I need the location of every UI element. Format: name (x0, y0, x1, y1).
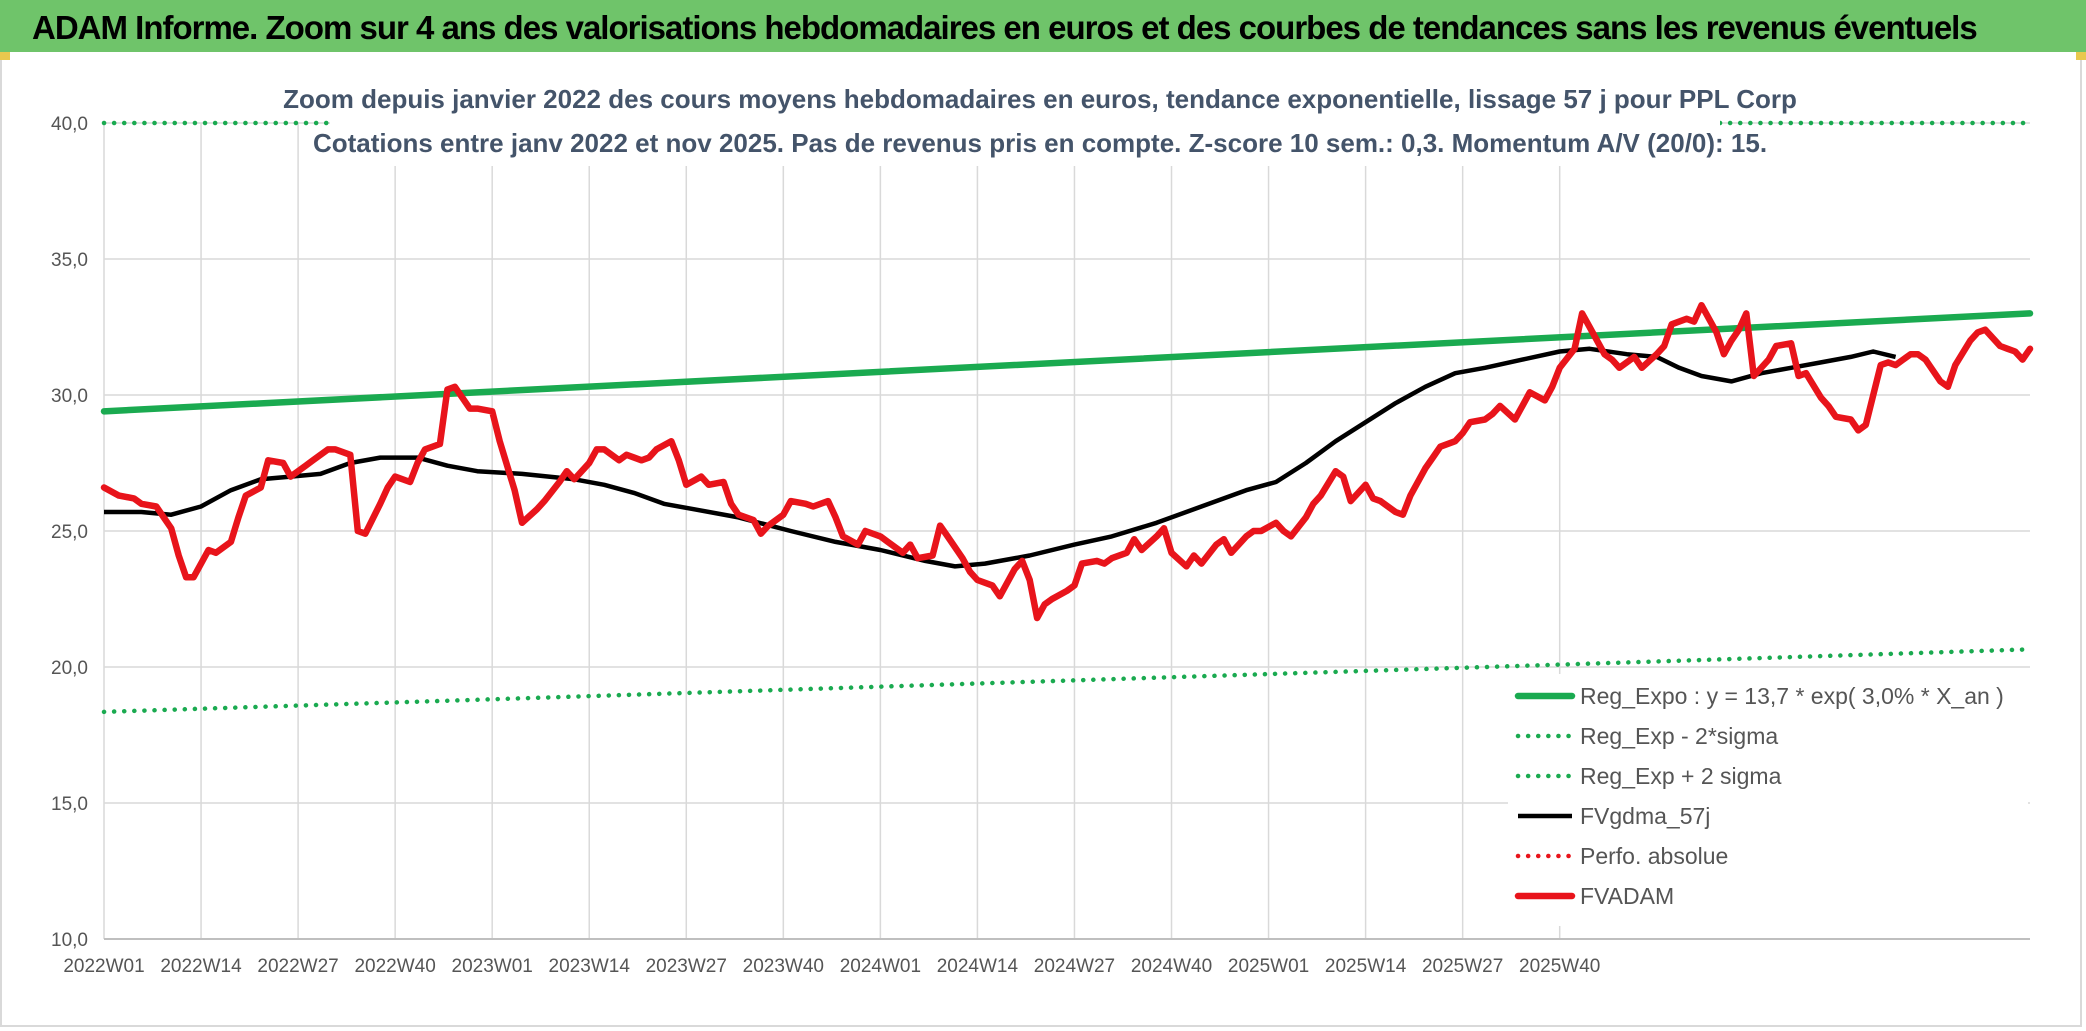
legend-entry: Reg_Exp - 2*sigma (1580, 723, 1778, 749)
y-tick-label: 20,0 (51, 658, 88, 679)
y-tick-label: 15,0 (51, 794, 88, 815)
x-tick-label: 2024W01 (840, 956, 921, 977)
subtitle-backdrop (330, 80, 1720, 166)
title-band (0, 0, 2086, 52)
x-tick-label: 2025W14 (1325, 956, 1407, 977)
series-line-3 (104, 346, 1897, 569)
y-tick-label: 35,0 (51, 250, 88, 271)
x-tick-label: 2023W27 (646, 956, 727, 977)
series-line-0 (100, 310, 2034, 415)
y-tick-label: 40,0 (51, 114, 88, 135)
series-line-1 (101, 647, 2033, 715)
x-tick-label: 2024W27 (1034, 956, 1115, 977)
legend-entry: FVADAM (1580, 883, 1674, 909)
series-lines (100, 120, 2034, 715)
legend-entry: Reg_Exp + 2 sigma (1580, 763, 1782, 789)
y-tick-label: 25,0 (51, 522, 88, 543)
series-line-5 (100, 301, 2034, 622)
x-tick-label: 2023W40 (743, 956, 824, 977)
y-tick-label: 10,0 (51, 930, 88, 951)
legend-entry: Reg_Expo : y = 13,7 * exp( 3,0% * X_an ) (1580, 683, 2004, 709)
legend-entry: FVgdma_57j (1580, 803, 1710, 829)
chart-title: Zoom depuis janvier 2022 des cours moyen… (283, 84, 1797, 114)
y-tick-label: 30,0 (51, 386, 88, 407)
x-tick-label: 2024W14 (937, 956, 1019, 977)
corner-marker-right (2076, 52, 2086, 60)
x-tick-label: 2022W14 (160, 956, 242, 977)
x-tick-label: 2022W01 (63, 956, 144, 977)
x-tick-label: 2022W27 (257, 956, 338, 977)
chart-subtitle: Cotations entre janv 2022 et nov 2025. P… (313, 128, 1767, 158)
x-tick-label: 2025W40 (1519, 956, 1600, 977)
legend: Reg_Expo : y = 13,7 * exp( 3,0% * X_an )… (1508, 674, 2028, 926)
x-tick-label: 2025W01 (1228, 956, 1309, 977)
legend-backdrop (1508, 674, 2028, 926)
corner-marker-left (0, 52, 10, 60)
x-tick-label: 2025W27 (1422, 956, 1503, 977)
x-tick-label: 2022W40 (354, 956, 435, 977)
legend-entry: Perfo. absolue (1580, 843, 1728, 869)
x-tick-label: 2024W40 (1131, 956, 1212, 977)
axes: 10,0 15,0 20,0 25,0 30,0 35,0 40,0 2022W01 2022W… (51, 114, 2030, 977)
page-title: ADAM Informe. Zoom sur 4 ans des valoris… (32, 9, 1978, 46)
x-tick-label: 2023W01 (452, 956, 533, 977)
chart-frame (0, 52, 2082, 1027)
x-tick-label: 2023W14 (549, 956, 631, 977)
